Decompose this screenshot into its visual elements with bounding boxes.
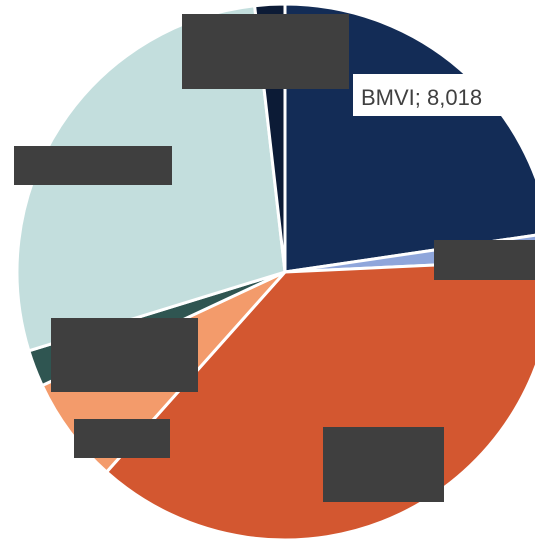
redacted-label-bottom bbox=[323, 427, 444, 502]
data-label-background bbox=[353, 74, 508, 116]
redacted-label-left bbox=[14, 146, 172, 185]
redacted-label-lower-left bbox=[51, 318, 198, 392]
data-labels: BMVI; 8,018 bbox=[353, 74, 508, 116]
redacted-label-bottom-left bbox=[74, 419, 170, 458]
data-label-bmvi: BMVI; 8,018 bbox=[361, 85, 482, 110]
redacted-label-right bbox=[434, 240, 535, 280]
redaction-boxes bbox=[14, 14, 535, 502]
redacted-label-top bbox=[182, 14, 349, 89]
